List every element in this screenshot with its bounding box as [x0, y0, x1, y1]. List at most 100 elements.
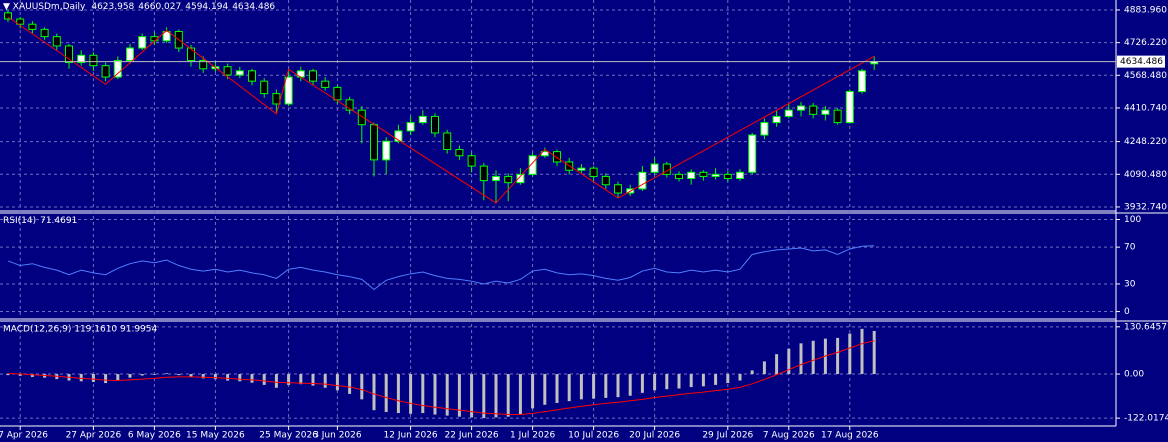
- candle-body: [113, 59, 122, 78]
- rsi-line: [7, 245, 875, 291]
- rsi-header: RSI(14) 71.4691: [3, 216, 77, 226]
- zigzag-line: [7, 16, 875, 204]
- y-tick-label: 30: [1124, 279, 1136, 289]
- macd-bar: [165, 373, 169, 375]
- signal-line: [7, 340, 875, 416]
- candle-body: [528, 155, 537, 175]
- candle-body: [443, 132, 452, 151]
- macd-bar: [555, 374, 559, 403]
- macd-bar: [738, 374, 742, 381]
- x-tick-label: 17 Aug 2026: [821, 431, 879, 441]
- macd-bar: [579, 374, 583, 400]
- candle-body: [492, 175, 500, 182]
- macd-bar: [714, 374, 718, 385]
- y-tick-label: 4410.740: [1124, 103, 1167, 113]
- candle-body: [223, 66, 232, 76]
- macd-bar: [457, 374, 461, 417]
- macd-bar: [677, 374, 681, 389]
- candle-body: [431, 115, 439, 134]
- macd-bar: [250, 374, 254, 383]
- candle-body: [199, 59, 208, 70]
- candle-body: [40, 28, 49, 38]
- candle-body: [138, 36, 147, 49]
- macd-bar: [6, 374, 10, 376]
- macd-bar: [470, 374, 474, 418]
- header-arrow: ▼: [3, 2, 13, 12]
- macd-bar: [30, 374, 34, 377]
- candle-body: [418, 115, 427, 124]
- macd-bar: [762, 361, 766, 375]
- current-price-box: [1117, 55, 1165, 68]
- candle-body: [797, 105, 805, 111]
- macd-bar: [311, 374, 315, 386]
- macd-bar: [262, 374, 266, 385]
- candle-body: [101, 65, 110, 78]
- macd-bar: [543, 374, 547, 405]
- y-tick-label: 100: [1124, 215, 1141, 225]
- candle-body: [784, 109, 793, 117]
- candle-body: [553, 151, 561, 163]
- candle-body: [16, 18, 25, 25]
- macd-bar: [701, 374, 705, 387]
- macd-bar: [848, 333, 852, 375]
- macd-bar: [274, 374, 278, 388]
- y-tick-label: 4726.220: [1124, 38, 1167, 48]
- macd-bar: [177, 374, 181, 376]
- macd-bar: [360, 374, 364, 400]
- macd-bar: [287, 374, 291, 385]
- candle-body: [28, 23, 37, 30]
- candle-body: [394, 130, 403, 142]
- x-tick-label: 7 Aug 2026: [763, 431, 815, 441]
- chart-header: ▼ XAUUSDm,Daily 4623.958 4660.027 4594.194 4…: [3, 2, 275, 12]
- macd-bar: [665, 374, 669, 390]
- candle-body: [711, 173, 720, 177]
- x-tick-label: 22 Jun 2026: [445, 431, 499, 441]
- candle-body: [821, 109, 830, 115]
- candle-body: [284, 76, 293, 105]
- macd-bar: [531, 374, 535, 409]
- y-tick-label: 4883.960: [1124, 5, 1167, 15]
- x-tick-label: 17 Apr 2026: [0, 431, 48, 441]
- symbol-title: XAUUSDm,Daily: [13, 2, 86, 12]
- rsi-title: RSI(14): [3, 216, 36, 226]
- candle-body: [614, 184, 622, 194]
- macd-bar: [750, 370, 754, 375]
- macd-bar: [335, 374, 339, 391]
- macd-bar: [628, 374, 632, 396]
- macd-bar: [567, 374, 571, 402]
- macd-bar: [226, 374, 230, 381]
- macd-bar: [213, 374, 217, 380]
- x-tick-label: 20 Jul 2026: [629, 431, 680, 441]
- x-tick-label: 6 May 2026: [128, 431, 181, 441]
- candle-body: [638, 171, 647, 190]
- candle-body: [516, 173, 525, 184]
- y-tick-label: 70: [1124, 243, 1136, 253]
- macd-bar: [409, 374, 413, 414]
- candle-body: [589, 167, 598, 177]
- candle-body: [675, 173, 683, 180]
- candle-body: [479, 165, 488, 182]
- macd-bar: [604, 374, 608, 398]
- macd-bar: [433, 374, 437, 415]
- candle-body: [272, 93, 281, 105]
- close-value: 4634.486: [232, 2, 275, 12]
- candle-body: [467, 155, 476, 167]
- macd-bar: [348, 374, 352, 394]
- rsi-value: 71.4691: [40, 216, 77, 226]
- macd-bar: [518, 374, 522, 415]
- x-tick-label: 1 Jul 2026: [510, 431, 555, 441]
- candle-body: [187, 47, 195, 61]
- candle-body: [162, 30, 171, 42]
- candle-body: [772, 115, 781, 124]
- macd-bar: [726, 374, 730, 384]
- candle-body: [809, 105, 818, 115]
- macd-bar: [689, 374, 693, 388]
- candle-body: [4, 12, 12, 20]
- candle-body: [736, 171, 744, 180]
- candle-body: [52, 36, 61, 47]
- candle-body: [89, 54, 98, 67]
- marks: [0, 0, 1120, 430]
- y-tick-label: 3932.740: [1124, 202, 1167, 212]
